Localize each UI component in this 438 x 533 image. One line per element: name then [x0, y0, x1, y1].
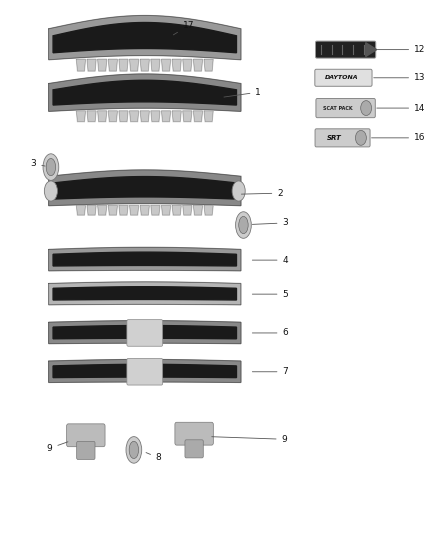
Polygon shape [108, 205, 117, 215]
Polygon shape [87, 111, 96, 122]
Polygon shape [151, 59, 160, 71]
Polygon shape [77, 205, 85, 215]
Polygon shape [194, 111, 202, 122]
Ellipse shape [44, 181, 57, 201]
Polygon shape [130, 59, 138, 71]
Polygon shape [49, 321, 241, 344]
Text: 3: 3 [31, 159, 45, 168]
Polygon shape [98, 205, 107, 215]
Polygon shape [130, 205, 138, 215]
Text: 1: 1 [224, 87, 261, 97]
Text: 9: 9 [47, 442, 68, 453]
FancyBboxPatch shape [315, 129, 370, 147]
Ellipse shape [232, 181, 245, 201]
Polygon shape [98, 111, 107, 122]
Polygon shape [53, 287, 237, 300]
Polygon shape [49, 247, 241, 271]
FancyBboxPatch shape [77, 441, 95, 459]
FancyBboxPatch shape [315, 69, 372, 86]
Polygon shape [162, 59, 170, 71]
Polygon shape [77, 111, 85, 122]
Ellipse shape [126, 437, 142, 463]
Text: 12: 12 [377, 45, 426, 54]
Polygon shape [162, 205, 170, 215]
Polygon shape [53, 176, 237, 199]
Ellipse shape [360, 101, 371, 116]
Polygon shape [49, 360, 241, 382]
Polygon shape [140, 111, 149, 122]
Text: SRT: SRT [327, 135, 342, 141]
Polygon shape [53, 365, 237, 377]
Polygon shape [108, 59, 117, 71]
Polygon shape [366, 43, 377, 56]
Ellipse shape [239, 216, 248, 233]
Polygon shape [87, 59, 96, 71]
Text: 14: 14 [377, 103, 426, 112]
Polygon shape [204, 111, 213, 122]
Polygon shape [49, 15, 241, 60]
Text: 13: 13 [374, 73, 426, 82]
Polygon shape [119, 111, 128, 122]
Text: 7: 7 [252, 367, 288, 376]
FancyBboxPatch shape [185, 440, 203, 458]
Polygon shape [183, 111, 192, 122]
Ellipse shape [356, 131, 366, 146]
Polygon shape [53, 326, 237, 339]
Text: 8: 8 [146, 453, 162, 463]
Polygon shape [140, 205, 149, 215]
Ellipse shape [43, 154, 59, 180]
Text: DAYTONA: DAYTONA [325, 75, 358, 80]
Text: 4: 4 [252, 256, 288, 264]
Polygon shape [53, 252, 237, 266]
Polygon shape [204, 59, 213, 71]
FancyBboxPatch shape [127, 320, 162, 346]
Polygon shape [108, 111, 117, 122]
Polygon shape [130, 111, 138, 122]
Polygon shape [77, 59, 85, 71]
Text: SCAT PACK: SCAT PACK [323, 106, 353, 110]
Polygon shape [194, 59, 202, 71]
Polygon shape [140, 59, 149, 71]
Polygon shape [53, 80, 237, 105]
Text: 5: 5 [252, 289, 288, 298]
Text: 2: 2 [241, 189, 283, 198]
Polygon shape [183, 205, 192, 215]
Text: 16: 16 [371, 133, 426, 142]
Polygon shape [49, 282, 241, 305]
Text: 17: 17 [173, 21, 194, 35]
Polygon shape [204, 205, 213, 215]
FancyBboxPatch shape [67, 424, 105, 447]
FancyBboxPatch shape [315, 41, 376, 58]
Polygon shape [53, 22, 237, 53]
Polygon shape [87, 205, 96, 215]
FancyBboxPatch shape [175, 422, 213, 445]
Text: 6: 6 [252, 328, 288, 337]
Polygon shape [172, 205, 181, 215]
Polygon shape [183, 59, 192, 71]
Polygon shape [172, 111, 181, 122]
Polygon shape [119, 205, 128, 215]
Polygon shape [162, 111, 170, 122]
Text: 3: 3 [252, 219, 288, 228]
Ellipse shape [236, 212, 251, 238]
Ellipse shape [46, 158, 56, 176]
Ellipse shape [129, 441, 138, 458]
Polygon shape [49, 74, 241, 111]
Polygon shape [194, 205, 202, 215]
FancyBboxPatch shape [127, 359, 162, 385]
Text: 9: 9 [212, 435, 287, 444]
Polygon shape [49, 170, 241, 206]
Polygon shape [151, 111, 160, 122]
Polygon shape [151, 205, 160, 215]
FancyBboxPatch shape [316, 99, 375, 118]
Polygon shape [98, 59, 107, 71]
Polygon shape [172, 59, 181, 71]
Polygon shape [119, 59, 128, 71]
